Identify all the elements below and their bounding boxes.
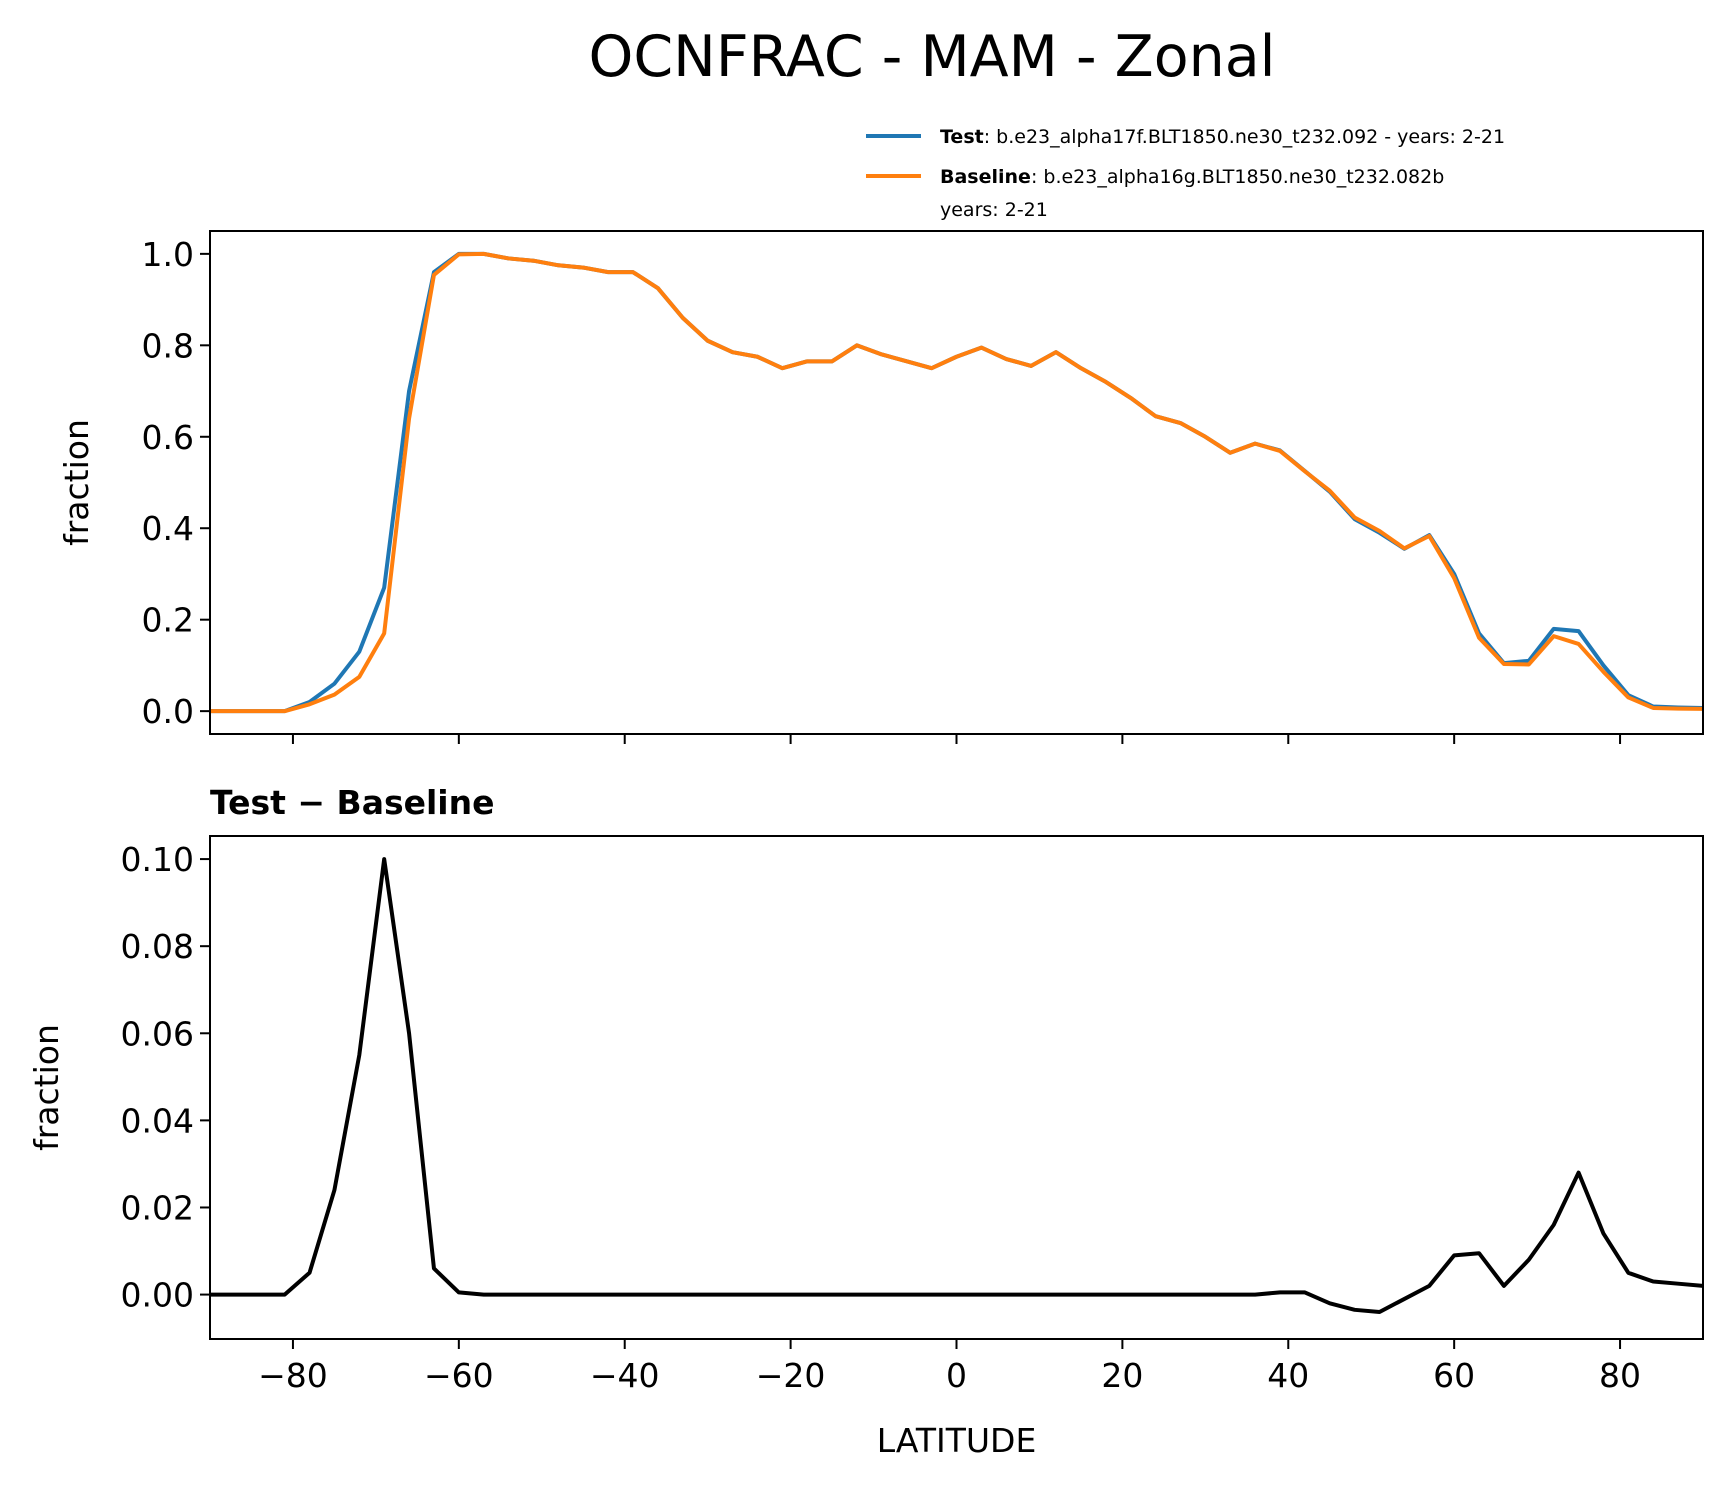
series-line (210, 857, 1703, 1314)
x-tick-label: −40 (590, 1356, 660, 1395)
y-tick-label: 0.0 (142, 692, 194, 731)
legend-name: Baseline (940, 166, 1031, 188)
x-tick-label: −20 (756, 1356, 826, 1395)
legend-label: Test: b.e23_alpha17f.BLT1850.ne30_t232.0… (940, 126, 1505, 148)
y-tick-label: 0.10 (121, 840, 194, 879)
y-tick-label: 0.02 (121, 1188, 194, 1227)
x-tick-label: 80 (1599, 1356, 1641, 1395)
y-tick-label: 0.6 (142, 418, 194, 457)
y-tick-label: 0.2 (142, 601, 194, 640)
y-axis-label: fraction (57, 419, 96, 546)
x-axis-label: LATITUDE (877, 1421, 1037, 1460)
y-tick-label: 0.08 (121, 927, 194, 966)
legend-label: Baseline: b.e23_alpha16g.BLT1850.ne30_t2… (940, 166, 1444, 188)
plot-lines (210, 857, 1703, 1314)
chart-title: OCNFRAC - MAM - Zonal (589, 24, 1276, 90)
y-tick-label: 1.0 (142, 235, 194, 274)
x-tick-label: −80 (258, 1356, 328, 1395)
legend-text: : b.e23_alpha17f.BLT1850.ne30_t232.092 -… (984, 126, 1505, 148)
y-tick-label: 0.04 (121, 1101, 194, 1140)
x-tick-label: −60 (424, 1356, 494, 1395)
y-axis-label: fraction (27, 1024, 66, 1151)
x-tick-label: 20 (1101, 1356, 1143, 1395)
legend-text: years: 2-21 (940, 199, 1048, 221)
series-line (210, 251, 1703, 714)
y-tick-label: 0.8 (142, 326, 194, 365)
subplot-title: Test − Baseline (210, 783, 495, 822)
legend-name: Test (940, 126, 984, 148)
x-tick-label: 40 (1267, 1356, 1309, 1395)
y-tick-label: 0.00 (121, 1276, 194, 1315)
y-tick-label: 0.4 (142, 509, 194, 548)
x-tick-label: 0 (946, 1356, 967, 1395)
axes-frame (209, 230, 1704, 735)
x-tick-label: 60 (1433, 1356, 1475, 1395)
series-line (210, 251, 1703, 714)
legend-text: : b.e23_alpha16g.BLT1850.ne30_t232.082b (1031, 166, 1444, 188)
plot-lines (210, 251, 1703, 714)
y-tick-label: 0.06 (121, 1014, 194, 1053)
